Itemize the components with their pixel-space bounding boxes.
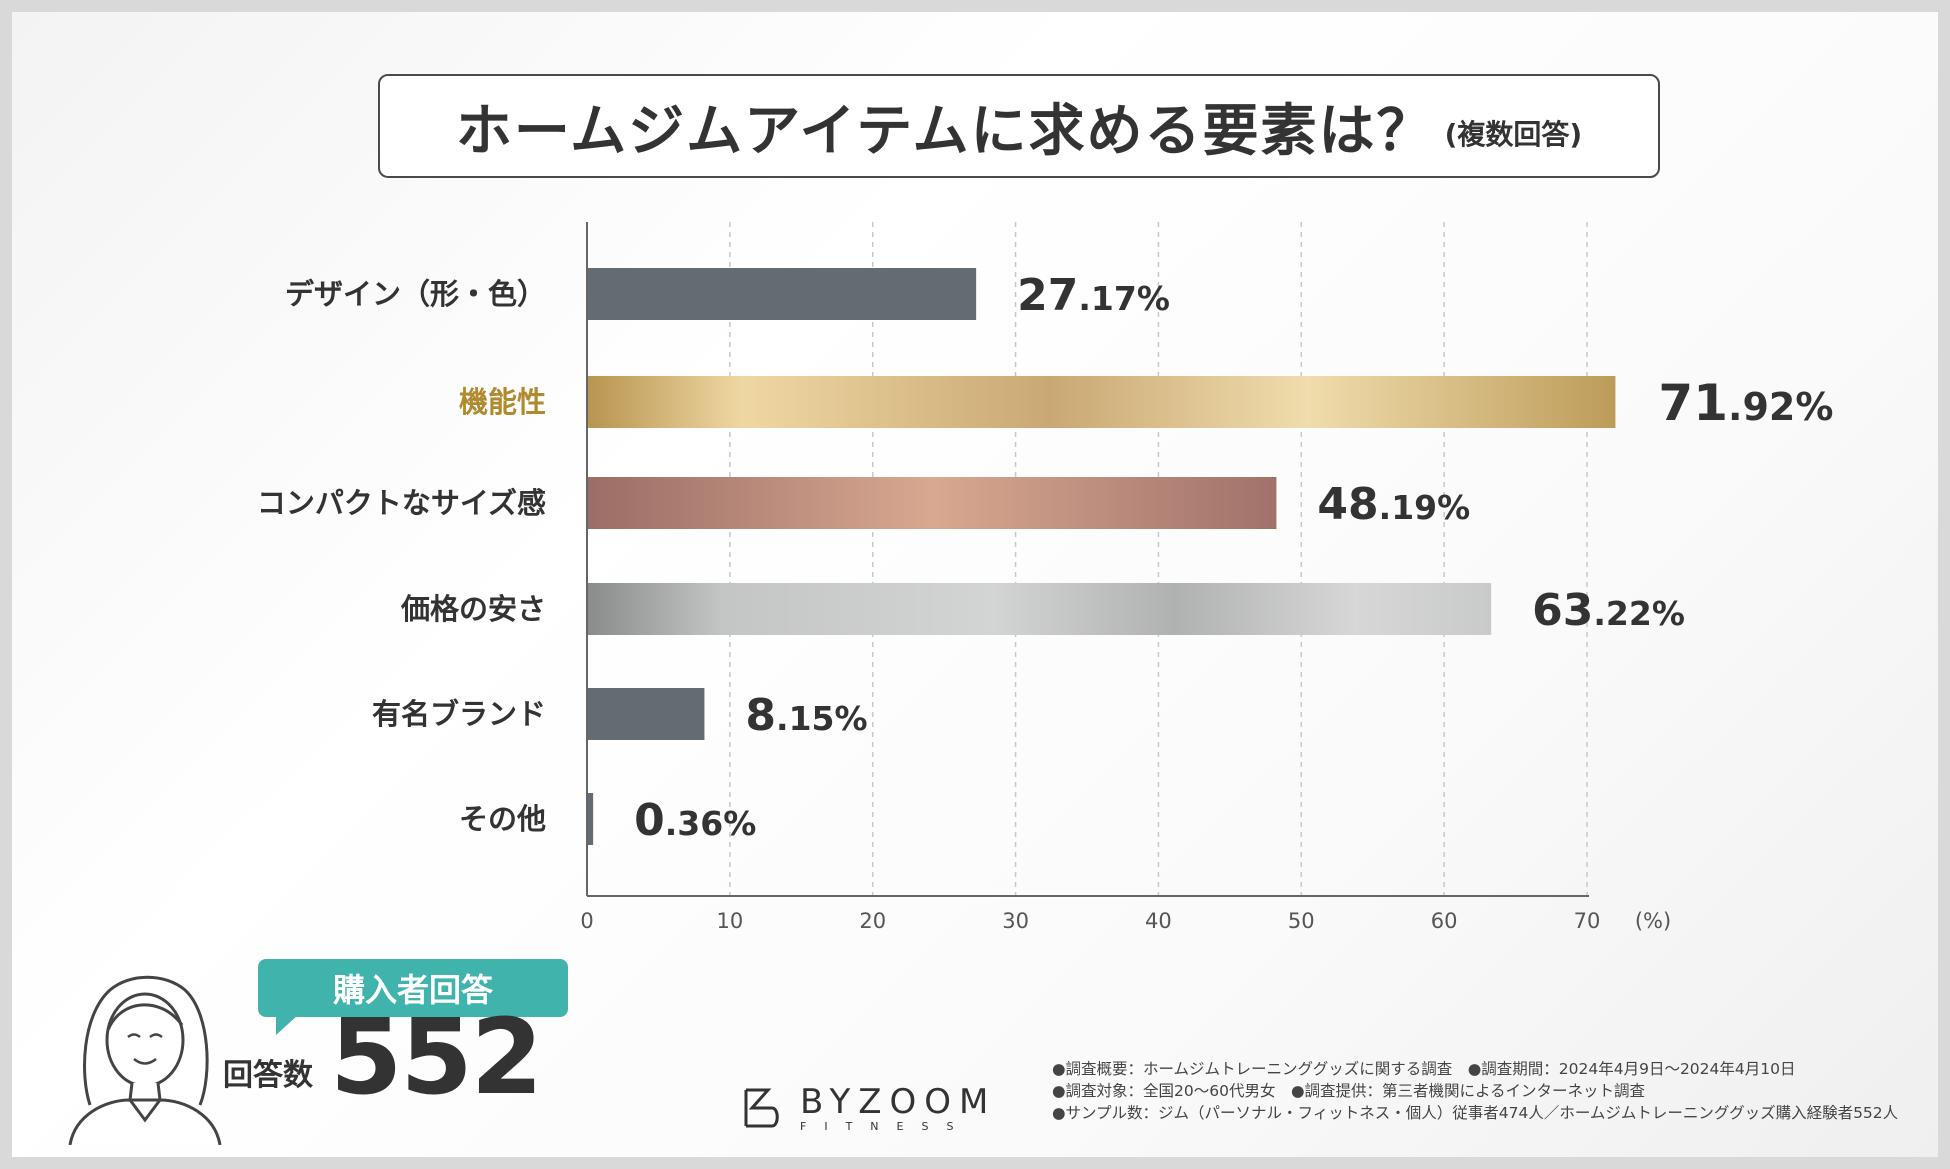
survey-notes: ●調査概要：ホームジムトレーニンググッズに関する調査 ●調査期間：2024年4月… [1052, 1058, 1898, 1124]
response-count-label: 回答数 [223, 1058, 313, 1093]
category-label: 価格の安さ [400, 592, 546, 626]
data-label: 0.36% [634, 795, 756, 846]
data-label: 63.22% [1532, 585, 1685, 636]
x-tick-label: 30 [1002, 909, 1029, 933]
category-label: デザイン（形・色） [285, 277, 546, 311]
x-tick-label: 60 [1431, 909, 1458, 933]
category-label: 機能性 [459, 385, 546, 419]
x-tick-label: 50 [1288, 909, 1315, 933]
bar [588, 477, 1277, 529]
x-tick-label: 40 [1145, 909, 1172, 933]
category-label: 有名ブランド [372, 697, 546, 731]
chart-subtitle: (複数回答) [1444, 118, 1583, 151]
bar [588, 793, 594, 845]
x-unit-label: (%) [1635, 909, 1671, 933]
labels: 0 10 20 30 40 50 60 70 (%) デザイン（形・色） 27.17% 機能性 71.9… [257, 270, 1834, 933]
data-label: 8.15% [745, 690, 867, 741]
bars [588, 268, 1616, 845]
x-tick-label: 0 [580, 909, 593, 933]
buyer-response-badge: 購入者回答 [258, 959, 568, 1035]
chart-title: ホームジムアイテムに求める要素は？ [455, 98, 1435, 164]
data-label: 71.92% [1658, 374, 1833, 432]
survey-note: ●調査対象：全国20〜60代男女 ●調査提供：第三者機関によるインターネット調査 [1052, 1082, 1646, 1100]
data-label: 48.19% [1317, 479, 1470, 530]
survey-note: ●調査概要：ホームジムトレーニンググッズに関する調査 ●調査期間：2024年4月… [1052, 1060, 1796, 1078]
bar [588, 583, 1492, 635]
brand-sub: FITNESS [800, 1120, 972, 1133]
brand-logo: BYZOOM FITNESS [742, 1082, 996, 1133]
bar [588, 268, 977, 320]
title-box: ホームジムアイテムに求める要素は？ (複数回答) [378, 74, 1660, 178]
survey-note: ●サンプル数：ジム（パーソナル・フィットネス・個人）従事者474人／ホームジムト… [1052, 1104, 1899, 1122]
byzoom-mark-icon [744, 1088, 779, 1127]
bar [588, 376, 1616, 428]
data-label: 27.17% [1017, 270, 1170, 321]
grid-lines [586, 222, 1589, 897]
x-tick-label: 10 [716, 909, 743, 933]
respondent-panel: 購入者回答 回答数 552 [40, 945, 568, 1145]
category-label: コンパクトなサイズ感 [257, 486, 546, 520]
x-tick-label: 20 [859, 909, 886, 933]
woman-avatar-icon [68, 975, 222, 1145]
bar [588, 688, 705, 740]
category-label: その他 [459, 802, 546, 836]
x-tick-label: 70 [1574, 909, 1601, 933]
response-count-value: 552 [330, 996, 543, 1118]
brand-name: BYZOOM [800, 1082, 997, 1122]
